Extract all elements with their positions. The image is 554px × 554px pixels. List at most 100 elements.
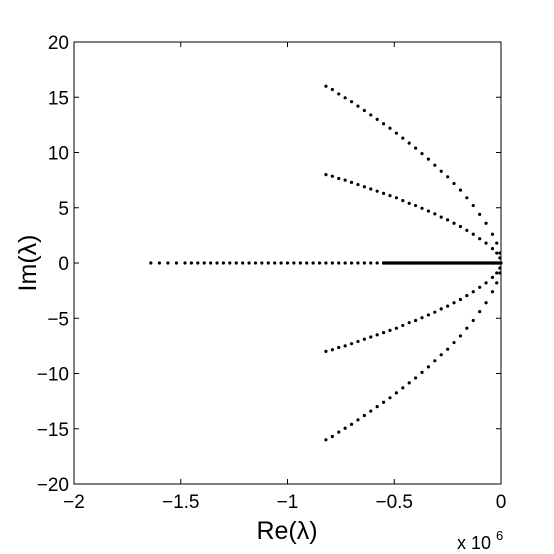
data-point <box>394 196 398 200</box>
data-point <box>356 261 360 265</box>
data-point <box>343 426 347 430</box>
data-point <box>433 359 437 363</box>
data-point <box>471 232 475 236</box>
data-point <box>234 261 238 265</box>
data-point <box>343 344 347 348</box>
data-point <box>420 316 424 320</box>
x-multiplier-base: x 10 <box>457 533 491 553</box>
data-point <box>369 261 373 265</box>
data-point <box>324 438 328 442</box>
data-point <box>174 261 179 265</box>
data-point <box>157 261 161 265</box>
data-point <box>330 261 334 265</box>
y-tick-label: 5 <box>58 199 69 220</box>
data-point <box>484 221 488 225</box>
data-point <box>381 331 386 335</box>
data-point <box>465 196 469 200</box>
axes-frame <box>73 41 502 485</box>
data-point <box>401 136 405 140</box>
data-point <box>241 261 245 265</box>
y-tick-label: −20 <box>37 475 69 496</box>
data-point <box>330 434 334 439</box>
data-point <box>369 335 373 339</box>
data-point <box>394 326 398 330</box>
data-point <box>495 281 499 285</box>
data-point <box>356 104 360 108</box>
data-point <box>414 376 418 380</box>
data-point <box>343 178 347 182</box>
data-point <box>317 261 322 265</box>
data-point <box>381 400 386 404</box>
data-point <box>401 323 405 328</box>
data-point <box>484 301 488 305</box>
x-axis-label: Re(λ) <box>256 517 317 545</box>
data-point <box>495 241 499 245</box>
data-point <box>401 386 405 390</box>
data-point <box>439 169 443 173</box>
data-point <box>266 261 270 265</box>
data-point <box>362 185 366 189</box>
data-point <box>407 381 411 385</box>
data-point <box>356 182 360 187</box>
x-multiplier-label: x 10 6 <box>457 528 503 553</box>
data-point <box>426 157 431 161</box>
data-point <box>452 301 456 305</box>
data-point <box>495 271 499 275</box>
data-point <box>228 261 232 265</box>
data-point <box>324 349 328 353</box>
data-point <box>414 318 418 323</box>
data-point <box>305 261 309 265</box>
y-axis-label: Im(λ) <box>14 235 42 292</box>
data-point <box>446 175 450 179</box>
data-point <box>279 261 283 265</box>
data-point <box>375 405 379 409</box>
data-point <box>298 261 302 265</box>
data-point <box>439 353 443 357</box>
data-point <box>362 413 366 418</box>
data-point <box>343 96 347 100</box>
data-point <box>490 275 495 279</box>
data-point <box>458 224 463 229</box>
data-point <box>189 261 194 265</box>
data-point <box>285 261 290 265</box>
data-point <box>273 261 277 265</box>
data-point <box>490 290 495 294</box>
data-point <box>183 261 187 265</box>
data-point <box>452 181 456 186</box>
series-group <box>324 173 502 260</box>
data-point <box>369 409 373 413</box>
data-point <box>221 261 226 265</box>
data-point <box>478 285 482 289</box>
data-point <box>484 241 488 245</box>
x-tick-label: −2 <box>63 492 85 513</box>
data-point <box>330 174 334 178</box>
data-point <box>349 180 354 184</box>
data-point <box>465 326 469 330</box>
data-point <box>311 261 315 265</box>
data-point <box>478 310 482 314</box>
data-point <box>446 304 450 308</box>
data-point <box>426 365 431 369</box>
data-point <box>209 261 213 265</box>
data-point <box>337 176 341 181</box>
ticks-layer: −2 −1.5 −1 −0.5 0 −20 −15 −10 −5 0 5 10 15 20 <box>37 33 507 513</box>
data-point <box>458 188 463 192</box>
data-point <box>452 221 456 225</box>
data-point <box>388 193 392 198</box>
y-tick-label: 20 <box>48 33 69 54</box>
data-point <box>433 163 437 167</box>
data-point <box>356 339 360 344</box>
data-point <box>292 261 296 265</box>
data-point <box>349 342 354 346</box>
data-point <box>414 146 418 150</box>
data-point <box>388 126 392 130</box>
data-point <box>426 313 431 317</box>
data-point <box>349 100 354 104</box>
data-point <box>375 333 379 337</box>
data-point <box>349 422 354 426</box>
labels-layer: Re(λ) Im(λ) x 10 6 <box>14 235 503 553</box>
data-point <box>407 141 411 145</box>
data-point <box>362 337 366 341</box>
data-point <box>260 261 264 265</box>
